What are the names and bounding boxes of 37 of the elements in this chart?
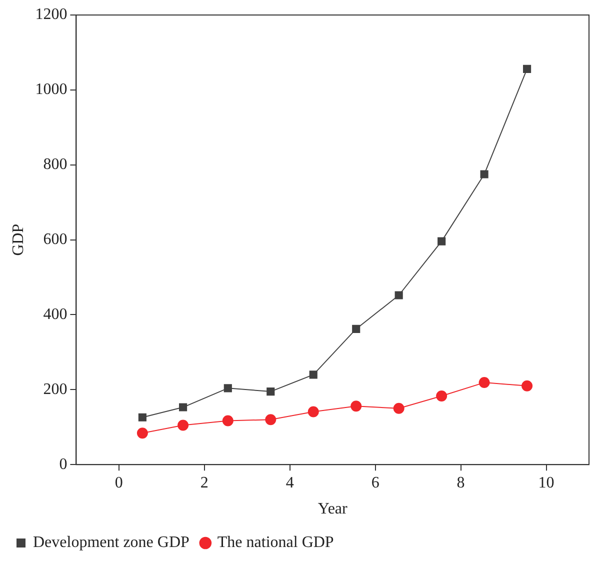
point bbox=[478, 377, 490, 388]
point bbox=[265, 414, 276, 426]
point bbox=[352, 324, 360, 334]
point bbox=[350, 400, 362, 412]
y-tick-label: 1200 bbox=[35, 6, 68, 24]
y-tick-label: 600 bbox=[43, 231, 68, 248]
point bbox=[179, 403, 188, 412]
point bbox=[436, 390, 448, 402]
point bbox=[522, 380, 533, 392]
point bbox=[224, 384, 232, 392]
x-tick-label: 4 bbox=[286, 474, 294, 492]
y-tick-label: 0 bbox=[59, 456, 68, 473]
legend-label: Development zone GDP bbox=[33, 534, 190, 552]
y-axis-title: GDP bbox=[10, 224, 27, 256]
point bbox=[308, 406, 319, 418]
x-axis-title: Year bbox=[318, 500, 348, 518]
point bbox=[523, 64, 532, 73]
point bbox=[438, 237, 446, 246]
point bbox=[138, 413, 146, 422]
legend-label: The national GDP bbox=[217, 534, 334, 552]
point bbox=[136, 428, 148, 439]
x-tick-label: 8 bbox=[456, 474, 465, 492]
y-tick-label: 400 bbox=[43, 306, 68, 323]
point bbox=[222, 415, 234, 426]
y-tick-label: 200 bbox=[43, 380, 68, 398]
x-tick-label: 10 bbox=[538, 474, 554, 492]
y-tick-label: 800 bbox=[43, 156, 68, 174]
point bbox=[393, 402, 404, 414]
y-tick-label: 1000 bbox=[35, 81, 68, 98]
point bbox=[480, 170, 488, 178]
x-tick-label: 2 bbox=[200, 474, 208, 492]
point bbox=[309, 370, 318, 379]
x-tick-label: 6 bbox=[371, 474, 380, 492]
point bbox=[266, 388, 275, 396]
point bbox=[394, 291, 403, 300]
x-tick-label: 0 bbox=[114, 474, 123, 492]
point bbox=[178, 420, 189, 431]
